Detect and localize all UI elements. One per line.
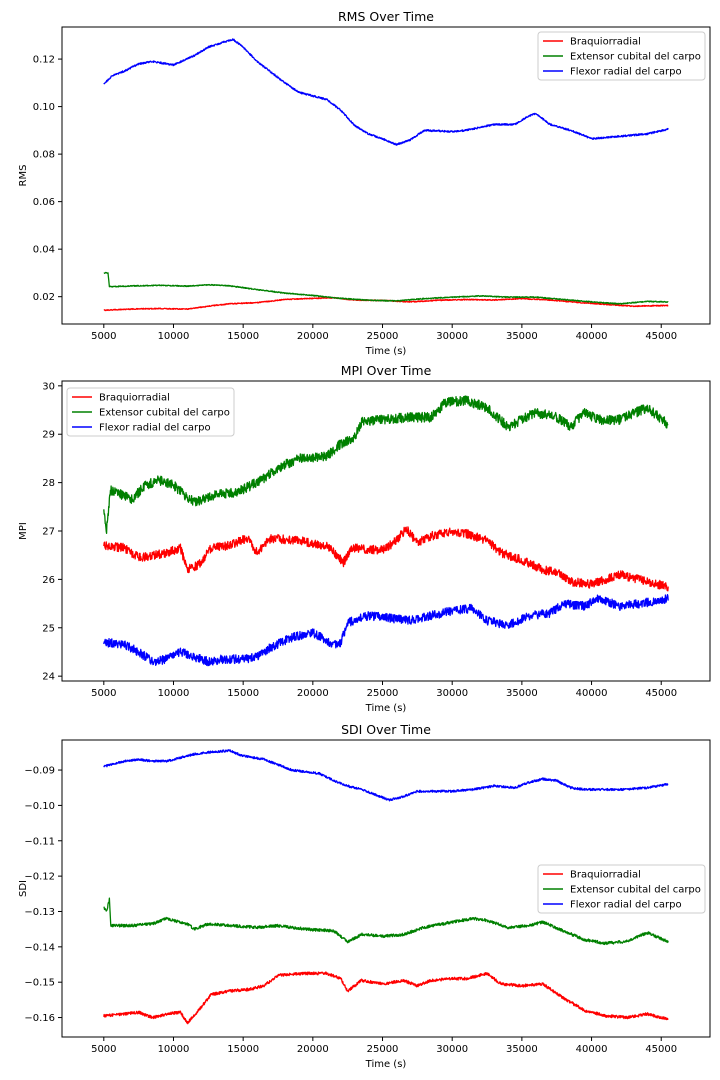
- series-line-1: [103, 271, 669, 305]
- x-tick-label: 25000: [367, 331, 399, 342]
- legend: Braquiorradial Extensor cubital del carpo…: [537, 864, 706, 914]
- y-axis-label: MPI: [18, 522, 29, 540]
- sdi-chart: SDI Over Time 5000 10000 15000 20000 25000 300…: [18, 722, 711, 1070]
- rms-chart: RMS Over Time 5000 10000 15000 20000 25000 300…: [18, 9, 711, 357]
- x-tick-label: 45000: [645, 1044, 677, 1055]
- x-tick-label: 10000: [158, 331, 190, 342]
- y-tick-label: 30: [42, 381, 55, 392]
- y-tick-label: 26: [42, 575, 55, 586]
- y-axis-label: RMS: [18, 165, 29, 187]
- y-tick-label: 29: [42, 430, 55, 441]
- legend-box: [537, 864, 706, 914]
- y-tick-label: 0.10: [33, 102, 55, 113]
- y-axis-label: SDI: [18, 880, 29, 897]
- x-axis-label: Time (s): [365, 346, 407, 357]
- legend-entry: Flexor radial del carpo: [570, 900, 682, 911]
- y-tick-label: 0.08: [33, 150, 55, 161]
- y-tick-label: −0.14: [24, 942, 55, 953]
- series-line-2: [103, 749, 669, 802]
- legend: Braquiorradial Extensor cubital del carpo…: [66, 387, 235, 437]
- legend-entry: Flexor radial del carpo: [570, 67, 682, 78]
- x-tick-label: 5000: [91, 331, 116, 342]
- x-tick-label: 35000: [506, 688, 538, 699]
- y-tick-label: 0.04: [33, 245, 55, 256]
- x-tick-label: 5000: [91, 688, 116, 699]
- plot-frame: [61, 26, 711, 325]
- y-tick-label: 27: [42, 527, 55, 538]
- series-line-2: [103, 594, 669, 667]
- legend-box: [537, 31, 706, 81]
- x-axis-label: Time (s): [365, 1059, 407, 1070]
- x-tick-label: 45000: [645, 688, 677, 699]
- chart-title: RMS Over Time: [338, 9, 434, 24]
- series-line-0: [103, 526, 669, 592]
- x-tick-label: 40000: [576, 331, 608, 342]
- y-tick-label: 0.06: [33, 197, 55, 208]
- legend-entry: Braquiorradial: [570, 870, 641, 881]
- legend-entry: Braquiorradial: [99, 393, 170, 404]
- y-tick-label: −0.13: [24, 907, 55, 918]
- y-tick-label: 28: [42, 478, 55, 489]
- x-tick-label: 25000: [367, 688, 399, 699]
- y-tick-label: −0.12: [24, 872, 55, 883]
- x-tick-label: 30000: [436, 331, 468, 342]
- x-tick-label: 15000: [227, 331, 259, 342]
- y-tick-label: −0.10: [24, 801, 55, 812]
- y-tick-label: 0.12: [33, 55, 55, 66]
- x-tick-label: 20000: [297, 331, 329, 342]
- x-tick-label: 20000: [297, 688, 329, 699]
- legend-box: [66, 387, 235, 437]
- y-tick-label: 25: [42, 623, 55, 634]
- legend: Braquiorradial Extensor cubital del carpo…: [537, 31, 706, 81]
- x-tick-label: 30000: [436, 688, 468, 699]
- x-tick-label: 15000: [227, 688, 259, 699]
- legend-entry: Extensor cubital del carpo: [570, 885, 701, 896]
- x-tick-label: 45000: [645, 331, 677, 342]
- series-line-0: [103, 971, 669, 1025]
- mpi-chart: MPI Over Time 5000 10000 15000 20000 25000 300…: [18, 363, 711, 714]
- x-tick-label: 25000: [367, 1044, 399, 1055]
- x-tick-label: 15000: [227, 1044, 259, 1055]
- y-tick-label: −0.16: [24, 1013, 55, 1024]
- x-tick-label: 10000: [158, 1044, 190, 1055]
- legend-entry: Extensor cubital del carpo: [99, 408, 230, 419]
- x-tick-label: 40000: [576, 1044, 608, 1055]
- x-tick-label: 5000: [91, 1044, 116, 1055]
- series-line-2: [103, 38, 669, 146]
- x-tick-label: 10000: [158, 688, 190, 699]
- x-axis-label: Time (s): [365, 703, 407, 714]
- x-tick-label: 35000: [506, 331, 538, 342]
- legend-entry: Flexor radial del carpo: [99, 423, 211, 434]
- series-line-1: [103, 395, 669, 535]
- y-tick-label: −0.15: [24, 978, 55, 989]
- x-tick-label: 35000: [506, 1044, 538, 1055]
- legend-entry: Braquiorradial: [570, 37, 641, 48]
- chart-title: SDI Over Time: [341, 722, 431, 737]
- chart-title: MPI Over Time: [341, 363, 432, 378]
- x-tick-label: 40000: [576, 688, 608, 699]
- y-tick-label: −0.11: [24, 836, 55, 847]
- y-tick-label: 0.02: [33, 292, 55, 303]
- legend-entry: Extensor cubital del carpo: [570, 52, 701, 63]
- y-tick-label: 24: [42, 672, 55, 683]
- plot-frame: [61, 739, 711, 1038]
- series-line-0: [103, 296, 669, 312]
- x-tick-label: 30000: [436, 1044, 468, 1055]
- x-tick-label: 20000: [297, 1044, 329, 1055]
- series-line-1: [103, 897, 669, 946]
- y-tick-label: −0.09: [24, 766, 55, 777]
